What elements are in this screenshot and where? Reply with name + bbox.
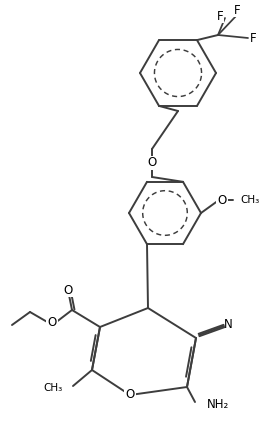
Text: F: F bbox=[217, 10, 223, 23]
Text: CH₃: CH₃ bbox=[240, 195, 259, 205]
Text: O: O bbox=[125, 388, 135, 401]
Text: O: O bbox=[147, 156, 157, 169]
Text: NH₂: NH₂ bbox=[207, 398, 229, 411]
Text: CH₃: CH₃ bbox=[44, 383, 63, 393]
Text: F: F bbox=[250, 32, 256, 45]
Text: O: O bbox=[47, 317, 57, 330]
Text: O: O bbox=[217, 194, 227, 207]
Text: O: O bbox=[63, 284, 73, 297]
Text: N: N bbox=[224, 317, 232, 330]
Text: F: F bbox=[234, 3, 240, 16]
